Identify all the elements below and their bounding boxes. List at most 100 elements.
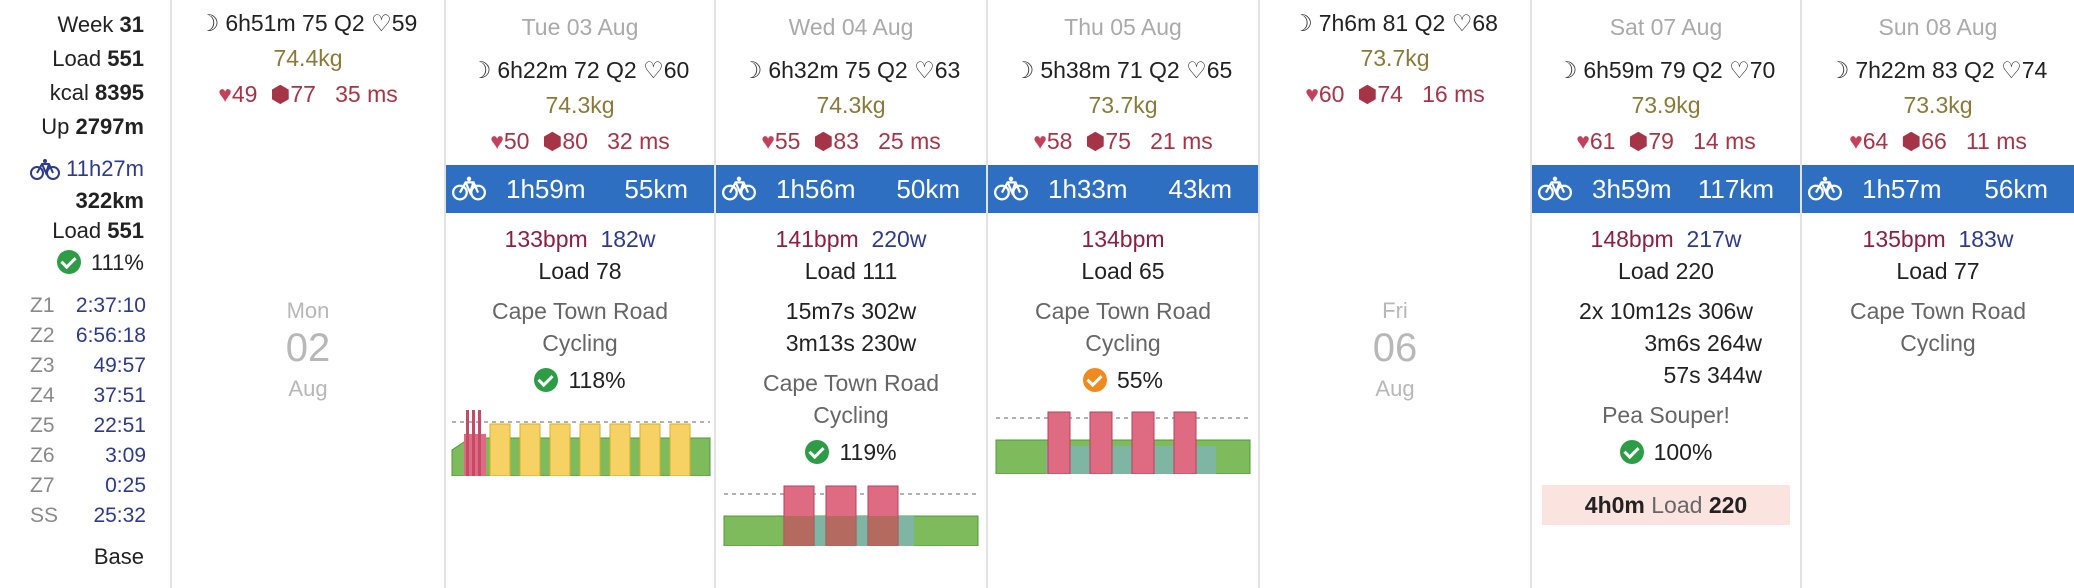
weight: 74.4kg: [273, 45, 343, 71]
day-header: Thu 05 Aug: [1064, 14, 1182, 40]
wellness-metrics: ♥60 ⬢74 16 ms: [1305, 81, 1485, 107]
day-column-sun[interactable]: Sun 08 Aug ☽ 7h22m 83 Q2 ♡74 73.3kg ♥64 ⬢…: [1802, 0, 2074, 588]
heart-icon: ♥: [761, 128, 775, 154]
day-number: 06: [1372, 326, 1418, 370]
wellness-metrics: ♥50 ⬢80 32 ms: [490, 128, 670, 154]
interval-3: 57s 344w: [1663, 362, 1762, 388]
activity-bar[interactable]: 1h59m 55km: [446, 165, 714, 213]
activity-duration: 1h56m: [776, 174, 856, 204]
hexagon-icon: ⬢: [1901, 128, 1922, 154]
activity-distance: 50km: [896, 174, 960, 204]
heart-icon: ♥: [1305, 81, 1319, 107]
wellness-metrics: ♥55 ⬢83 25 ms: [761, 128, 941, 154]
day-column-tue[interactable]: Tue 03 Aug ☽ 6h22m 72 Q2 ♡60 74.3kg ♥50 ⬢…: [446, 0, 716, 588]
zone-row: Z7 0:25: [30, 474, 146, 497]
moon-icon: ☽: [470, 57, 492, 83]
heart-outline-icon: ♡: [1729, 57, 1750, 83]
week-ride-distance: 322km: [75, 188, 144, 213]
check-circle-icon: [534, 368, 559, 392]
activity-distance: 56km: [1984, 174, 2048, 204]
activity-bar[interactable]: 1h33m 43km: [988, 165, 1258, 213]
month: Aug: [288, 376, 328, 401]
activity-stats: 148bpm 217w: [1590, 226, 1742, 252]
day-of-week: Mon: [286, 298, 330, 323]
moon-icon: ☽: [198, 10, 220, 36]
workout-profile-chart: [451, 410, 711, 476]
zone-row: Z3 49:57: [30, 354, 146, 377]
activity-duration: 3h59m: [1592, 174, 1672, 204]
activity-type: Cycling: [1085, 330, 1161, 356]
day-column-thu[interactable]: Thu 05 Aug ☽ 5h38m 71 Q2 ♡65 73.7kg ♥58 ⬢…: [988, 0, 1260, 588]
heart-icon: ♥: [1849, 128, 1863, 154]
activity-stats: 135bpm 183w: [1862, 226, 2014, 252]
activity-distance: 55km: [624, 174, 688, 204]
activity-load: Load 77: [1896, 258, 1980, 284]
activity-bar[interactable]: 1h56m 50km: [716, 165, 986, 213]
check-circle-icon: [1082, 368, 1107, 392]
day-column-sat[interactable]: Sat 07 Aug ☽ 6h59m 79 Q2 ♡70 73.9kg ♥61 ⬢…: [1532, 0, 1802, 588]
day-column-mon[interactable]: ☽ 6h51m 75 Q2 ♡59 74.4kg ♥49 ⬢77 35 ms Mo…: [172, 0, 446, 588]
activity-bar[interactable]: 3h59m 117km: [1532, 165, 1800, 213]
activity-load: Load 78: [538, 258, 622, 284]
activity-stats: 134bpm: [1081, 226, 1165, 252]
bicycle-icon: [452, 173, 486, 210]
compliance: 119%: [716, 439, 986, 466]
day-header: Wed 04 Aug: [788, 14, 914, 40]
hexagon-icon: ⬢: [542, 128, 563, 154]
activity-type: Cycling: [542, 330, 618, 356]
sleep-metrics: ☽ 7h22m 83 Q2 ♡74: [1828, 57, 2048, 83]
planned-workout[interactable]: 4h0m Load 220: [1542, 485, 1790, 525]
wellness-metrics: ♥61 ⬢79 14 ms: [1576, 128, 1756, 154]
hexagon-icon: ⬢: [270, 81, 291, 107]
week-ride-time: 11h27m: [30, 156, 144, 186]
zone-row: Z2 6:56:18: [30, 324, 146, 347]
wellness-metrics: ♥49 ⬢77 35 ms: [218, 81, 398, 107]
heart-icon: ♥: [1033, 128, 1047, 154]
moon-icon: ☽: [1556, 57, 1578, 83]
week-number: Week 31: [57, 12, 144, 37]
sleep-metrics: ☽ 6h51m 75 Q2 ♡59: [198, 10, 418, 36]
sleep-metrics: ☽ 6h22m 72 Q2 ♡60: [470, 57, 690, 83]
activity-bar[interactable]: 1h57m 56km: [1802, 165, 2074, 213]
bicycle-icon: [1538, 173, 1572, 210]
week-ride-load: Load 551: [52, 218, 144, 243]
interval-1: 2x 10m12s 306w: [1579, 298, 1753, 324]
wellness-metrics: ♥64 ⬢66 11 ms: [1849, 128, 2027, 154]
day-header: Sun 08 Aug: [1878, 14, 1998, 40]
zone-row: SS 25:32: [30, 504, 146, 527]
day-number: 02: [285, 326, 331, 370]
week-load: Load 551: [52, 46, 144, 71]
compliance: 118%: [446, 367, 714, 394]
day-column-fri[interactable]: ☽ 7h6m 81 Q2 ♡68 73.7kg ♥60 ⬢74 16 ms Fri…: [1260, 0, 1532, 588]
compliance: 55%: [988, 367, 1258, 394]
heart-outline-icon: ♡: [371, 10, 392, 36]
interval-1: 15m7s 302w: [785, 298, 917, 324]
moon-icon: ☽: [741, 57, 763, 83]
day-of-week: Fri: [1382, 298, 1408, 323]
day-column-wed[interactable]: Wed 04 Aug ☽ 6h32m 75 Q2 ♡63 74.3kg ♥55 ⬢…: [716, 0, 988, 588]
check-circle-icon: [805, 440, 830, 464]
weight: 73.7kg: [1360, 45, 1430, 71]
heart-icon: ♥: [490, 128, 504, 154]
heart-outline-icon: ♡: [1186, 57, 1207, 83]
weight: 73.7kg: [1088, 92, 1158, 118]
day-header: Tue 03 Aug: [521, 14, 639, 40]
hexagon-icon: ⬢: [1357, 81, 1378, 107]
activity-duration: 1h33m: [1048, 174, 1128, 204]
week-kcal: kcal 8395: [49, 80, 144, 105]
month: Aug: [1375, 376, 1415, 401]
activity-name: Cape Town Road: [491, 298, 669, 324]
activity-distance: 117km: [1697, 174, 1774, 204]
activity-load: Load 111: [804, 258, 898, 284]
heart-outline-icon: ♡: [1451, 10, 1473, 36]
activity-stats: 141bpm 220w: [775, 226, 927, 252]
sleep-metrics: ☽ 5h38m 71 Q2 ♡65: [1013, 57, 1233, 83]
sleep-metrics: ☽ 6h59m 79 Q2 ♡70: [1556, 57, 1776, 83]
activity-duration: 1h59m: [506, 174, 586, 204]
compliance: 100%: [1532, 439, 1800, 466]
bicycle-icon: [994, 173, 1028, 210]
wellness-metrics: ♥58 ⬢75 21 ms: [1033, 128, 1213, 154]
week-focus: Base: [93, 544, 144, 569]
bicycle-icon: [722, 173, 756, 210]
